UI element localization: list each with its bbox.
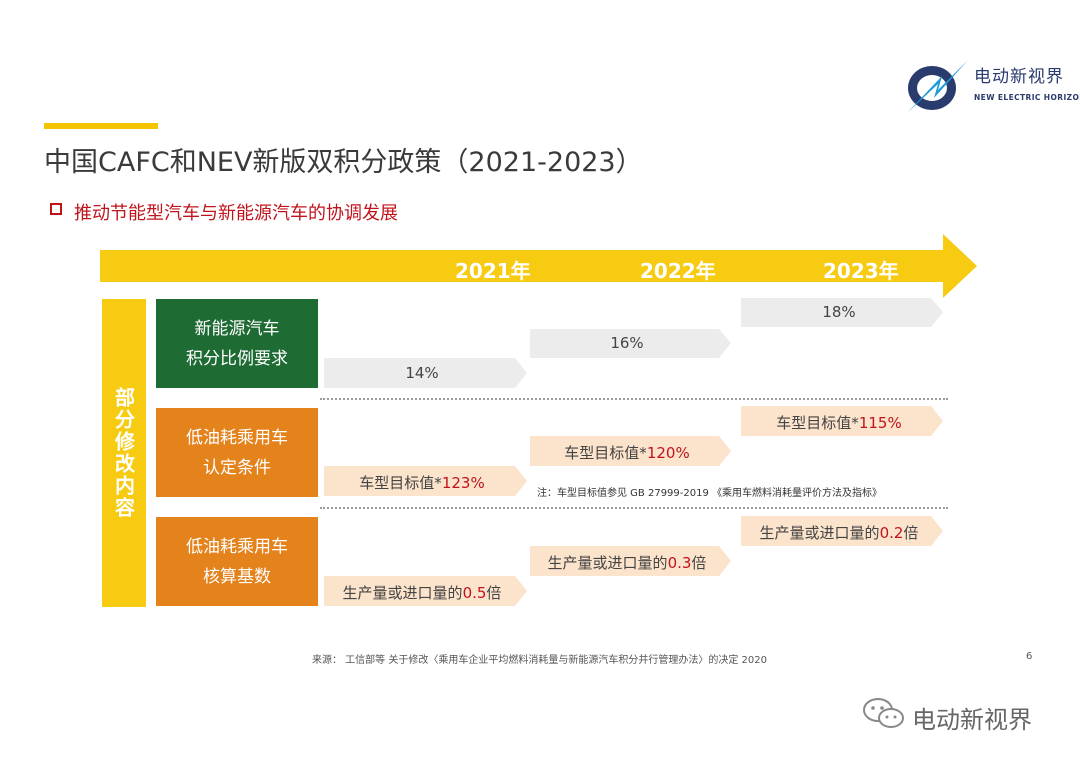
row-label-line: 低油耗乘用车 — [186, 536, 288, 557]
year-label-2022: 2022年 — [640, 259, 716, 283]
year-label-2023: 2023年 — [823, 259, 899, 283]
page-title: 中国CAFC和NEV新版双积分政策（2021-2023） — [44, 147, 643, 178]
logo-name-cn: 电动新视界 — [974, 67, 1064, 87]
step-shape-base-2021 — [324, 576, 527, 606]
step-base-2022: 生产量或进口量的0.3倍 — [547, 554, 707, 572]
logo-emblem-icon — [908, 60, 968, 112]
step-shape-criteria-2021 — [324, 466, 527, 496]
step-shape-base-2023 — [741, 516, 943, 546]
side-label-text: 部分修改内容 — [111, 387, 136, 519]
step-shape-criteria-2022 — [530, 436, 731, 466]
logo-name-en: NEW ELECTRIC HORIZON — [974, 93, 1080, 102]
row-label-low-fuel-base: 低油耗乘用车 核算基数 — [156, 517, 318, 606]
step-nev-2023: 18% — [822, 303, 856, 321]
row-divider — [320, 398, 948, 400]
step-base-2021: 生产量或进口量的0.5倍 — [342, 584, 502, 602]
step-shape-criteria-2023 — [741, 406, 943, 436]
step-shape-base-2022 — [530, 546, 731, 576]
footnote: 注：车型目标值参见 GB 27999-2019 《乘用车燃料消耗量评价方法及指标… — [537, 488, 883, 499]
step-criteria-2021: 车型目标值*123% — [359, 474, 485, 492]
page-subtitle: 推动节能型汽车与新能源汽车的协调发展 — [74, 203, 398, 224]
step-criteria-2022: 车型目标值*120% — [564, 444, 690, 462]
title-accent-bar — [44, 123, 158, 129]
row-label-line: 积分比例要求 — [186, 348, 288, 369]
row-label-line: 认定条件 — [203, 457, 271, 478]
row-divider — [320, 507, 948, 509]
row-label-line: 新能源汽车 — [194, 318, 280, 339]
timeline-arrow — [100, 234, 977, 298]
year-label-2021: 2021年 — [455, 259, 531, 283]
step-nev-2021: 14% — [405, 364, 439, 382]
page-number: 6 — [1026, 651, 1033, 662]
step-base-2023: 生产量或进口量的0.2倍 — [759, 524, 919, 542]
watermark-text: 电动新视界 — [912, 706, 1032, 734]
wechat-icon — [863, 698, 904, 728]
step-shape-nev-2023 — [741, 298, 943, 327]
side-label-box: 部分修改内容 — [102, 299, 146, 607]
row-label-line: 低油耗乘用车 — [186, 427, 288, 448]
step-shape-nev-2022 — [530, 329, 731, 358]
row-label-nev-ratio: 新能源汽车积分比例要求 — [156, 299, 318, 388]
row-label-low-fuel-criteria: 低油耗乘用车 认定条件 — [156, 408, 318, 497]
source-citation: 来源： 工信部等 关于修改〈乘用车企业平均燃料消耗量与新能源汽车积分并行管理办法… — [312, 655, 767, 666]
step-criteria-2023: 车型目标值*115% — [776, 414, 902, 432]
bullet-checkbox-icon — [50, 203, 62, 215]
step-shape-nev-2021 — [324, 358, 527, 388]
step-nev-2022: 16% — [610, 334, 644, 352]
row-label-line: 核算基数 — [203, 566, 271, 587]
